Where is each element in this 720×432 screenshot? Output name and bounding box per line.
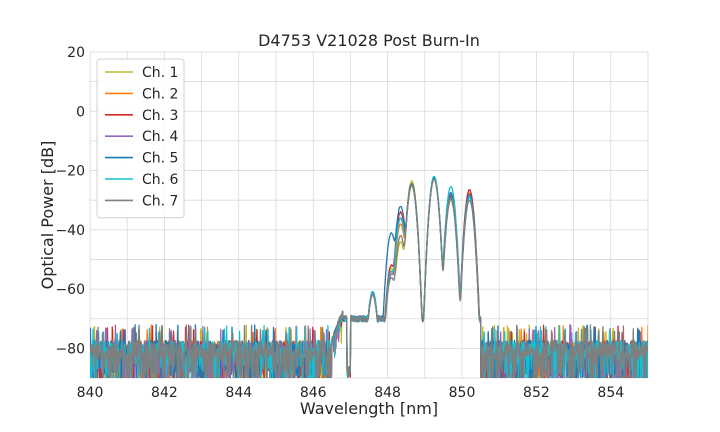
x-axis-title: Wavelength [nm] xyxy=(300,399,438,418)
y-tick-label: 0 xyxy=(76,104,85,120)
legend-label: Ch. 3 xyxy=(142,108,178,124)
y-tick-label: −60 xyxy=(55,282,85,298)
series-line-ch7 xyxy=(90,178,648,378)
y-tick-label: −20 xyxy=(55,164,85,180)
legend-label: Ch. 6 xyxy=(142,172,179,188)
legend-label: Ch. 4 xyxy=(142,129,179,145)
legend: Ch. 1 Ch. 2 Ch. 3 Ch. 4 Ch. 5 Ch. 6 Ch. 7 xyxy=(96,58,185,219)
y-tick-label: −40 xyxy=(55,223,85,239)
x-tick-label: 842 xyxy=(151,385,178,401)
x-tick-labels: 840 842 844 846 848 850 852 854 xyxy=(77,385,625,401)
legend-box xyxy=(96,58,185,219)
y-axis-title: Optical Power [dB] xyxy=(38,141,57,290)
legend-label: Ch. 7 xyxy=(142,193,178,209)
series-layer xyxy=(90,175,648,378)
legend-label: Ch. 1 xyxy=(142,65,178,81)
legend-label: Ch. 2 xyxy=(142,86,178,102)
y-tick-labels: −80 −60 −40 −20 0 20 xyxy=(55,45,85,357)
y-tick-label: 20 xyxy=(67,45,85,61)
x-tick-label: 840 xyxy=(77,385,104,401)
chart-title: D4753 V21028 Post Burn-In xyxy=(258,31,480,50)
y-tick-label: −80 xyxy=(55,341,85,357)
x-tick-label: 848 xyxy=(374,385,401,401)
x-tick-label: 852 xyxy=(523,385,550,401)
x-tick-label: 850 xyxy=(449,385,476,401)
x-tick-label: 844 xyxy=(225,385,252,401)
x-tick-label: 854 xyxy=(597,385,624,401)
legend-label: Ch. 5 xyxy=(142,151,178,167)
x-tick-label: 846 xyxy=(300,385,327,401)
